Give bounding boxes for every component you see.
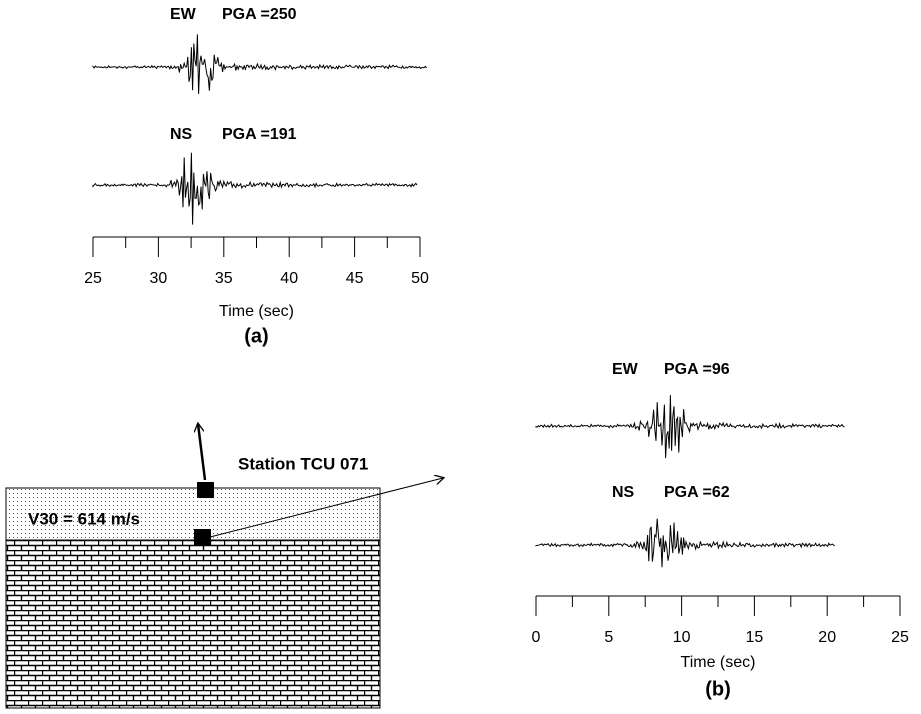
x-tick-label: 20 (818, 629, 836, 646)
pga-label: PGA =96 (664, 361, 730, 378)
panel-label: (b) (705, 678, 731, 700)
x-tick-label: 50 (411, 270, 429, 287)
x-tick-label: 25 (84, 270, 102, 287)
borehole-sensor (194, 529, 211, 545)
component-label: NS (612, 484, 635, 501)
waveform (535, 518, 836, 568)
pga-label: PGA =62 (664, 484, 730, 501)
x-axis-title: Time (sec) (681, 654, 756, 671)
x-tick-label: 5 (604, 629, 613, 646)
x-tick-label: 15 (746, 629, 764, 646)
waveform (92, 34, 427, 94)
soil-layer (5, 487, 381, 541)
v30-label: V30 = 614 m/s (28, 509, 140, 528)
waveform (92, 152, 418, 225)
borehole-arrow (209, 478, 443, 538)
pga-label: PGA =250 (222, 6, 297, 23)
waveform (535, 395, 845, 459)
component-label: EW (612, 361, 639, 378)
x-tick-label: 0 (532, 629, 541, 646)
x-tick-label: 45 (346, 270, 364, 287)
surface-sensor (197, 482, 214, 498)
pga-label: PGA =191 (222, 126, 297, 143)
panel-label: (a) (244, 325, 268, 347)
x-tick-label: 30 (150, 270, 168, 287)
component-label: NS (170, 126, 193, 143)
station-label: Station TCU 071 (238, 454, 368, 473)
rock-layer (5, 539, 381, 709)
component-label: EW (170, 6, 197, 23)
x-axis-title: Time (sec) (219, 303, 294, 320)
surface-arrow (198, 424, 207, 481)
x-tick-label: 35 (215, 270, 233, 287)
x-tick-label: 25 (891, 629, 909, 646)
x-tick-label: 40 (280, 270, 298, 287)
x-tick-label: 10 (673, 629, 691, 646)
